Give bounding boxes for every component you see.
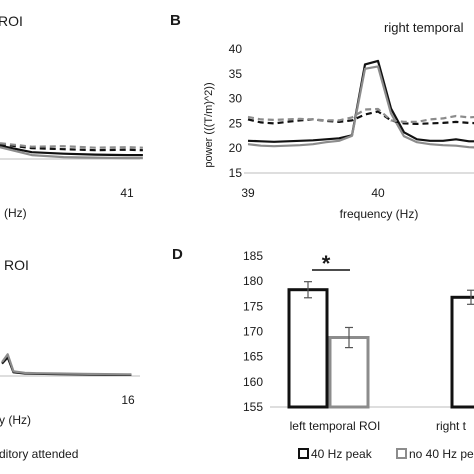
panel-d-category-right: right t bbox=[436, 419, 467, 433]
panel-b-x-tick-40: 40 bbox=[371, 186, 385, 200]
panel-a-series bbox=[0, 142, 143, 160]
panel-b-y-tick: 35 bbox=[229, 67, 243, 81]
panel-b-y-tick: 15 bbox=[229, 166, 243, 180]
panel-c-title: l ROI bbox=[0, 257, 29, 273]
panel-d-y-tick: 185 bbox=[243, 249, 263, 263]
panel-b-title: right temporal bbox=[384, 20, 464, 35]
series-line-dashed-black bbox=[247, 110, 474, 126]
panel-c-x-label: y (Hz) bbox=[0, 413, 31, 427]
panel-d-y-tick: 155 bbox=[243, 400, 263, 414]
series-line-solid-gray bbox=[247, 65, 474, 149]
bar-no-40hz-peak bbox=[328, 336, 370, 409]
panel-d: D 185 180 175 170 165 160 155 * left temporal … bbox=[172, 246, 474, 433]
condition-label: ditory attended bbox=[0, 447, 78, 461]
panel-a-x-label: (Hz) bbox=[4, 206, 27, 220]
legend-label-40hz: 40 Hz peak bbox=[311, 447, 373, 461]
legend-swatch-no40hz bbox=[396, 448, 407, 459]
panel-a-x-tick: 41 bbox=[120, 186, 134, 200]
panel-d-bars bbox=[287, 281, 474, 409]
bar-40hz-peak bbox=[450, 295, 474, 409]
panel-b: B right temporal power (((T/m)^2)) 40 35 3… bbox=[170, 12, 474, 221]
panel-c-series bbox=[1, 353, 132, 376]
panel-a: ROI 41 (Hz) bbox=[0, 13, 143, 220]
panel-b-x-tick-39: 39 bbox=[241, 186, 255, 200]
series-line-dashed-gray bbox=[247, 107, 474, 124]
bar-40hz-peak bbox=[287, 288, 329, 409]
panel-d-letter: D bbox=[172, 246, 183, 263]
panel-d-y-tick: 170 bbox=[243, 325, 263, 339]
panel-b-y-tick: 40 bbox=[229, 42, 243, 56]
panel-b-y-ticks: 40 35 30 25 20 15 bbox=[229, 42, 243, 180]
bottom-legend: ditory attended 40 Hz peak no 40 Hz pe bbox=[0, 447, 474, 461]
panel-a-title: ROI bbox=[0, 13, 23, 29]
panel-b-x-label: frequency (Hz) bbox=[340, 207, 419, 221]
legend-swatch-40hz bbox=[298, 448, 309, 459]
panel-c-x-tick: 16 bbox=[121, 393, 135, 407]
series-line-solid-gray bbox=[0, 146, 143, 160]
panel-d-y-ticks: 185 180 175 170 165 160 155 bbox=[243, 249, 263, 414]
panel-d-category-left: left temporal ROI bbox=[290, 419, 381, 433]
panel-b-y-tick: 30 bbox=[229, 92, 243, 106]
panel-b-y-label: power (((T/m)^2)) bbox=[203, 82, 215, 167]
panel-b-y-tick: 25 bbox=[229, 116, 243, 130]
panel-d-y-tick: 180 bbox=[243, 274, 263, 288]
panel-b-letter: B bbox=[170, 12, 181, 29]
series-line-solid-black bbox=[247, 59, 474, 143]
panel-c: l ROI 16 y (Hz) bbox=[0, 257, 140, 427]
series-line-solid-gray bbox=[1, 353, 132, 376]
panel-d-y-tick: 160 bbox=[243, 375, 263, 389]
series-line-solid-black bbox=[0, 144, 143, 157]
panel-d-y-tick: 175 bbox=[243, 299, 263, 313]
legend-label-no40hz: no 40 Hz pe bbox=[409, 447, 474, 461]
panel-b-series bbox=[247, 59, 474, 149]
panel-d-y-tick: 165 bbox=[243, 350, 263, 364]
panel-b-y-tick: 20 bbox=[229, 141, 243, 155]
significance-star: * bbox=[322, 251, 331, 276]
